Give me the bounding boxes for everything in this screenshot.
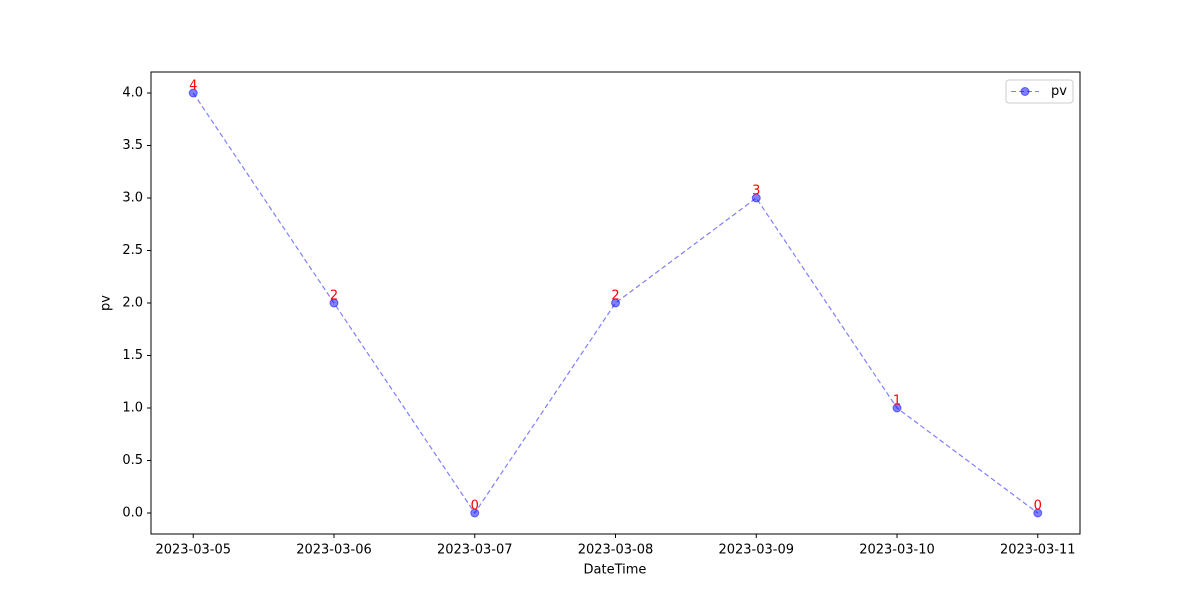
x-tick-label: 2023-03-11 [1000, 543, 1076, 558]
data-label: 2 [611, 289, 619, 304]
y-tick-label: 2.0 [122, 296, 143, 311]
data-point [1033, 508, 1043, 518]
data-point [892, 403, 902, 413]
y-tick-label: 3.0 [122, 191, 143, 206]
y-tick-label: 4.0 [122, 86, 143, 101]
x-axis-label: DateTime [584, 563, 647, 578]
y-axis-label: pv [99, 295, 114, 311]
legend-label: pv [1051, 84, 1067, 99]
y-tick-label: 2.5 [122, 243, 143, 258]
data-point [611, 298, 620, 308]
y-tick-label: 0.0 [122, 506, 143, 521]
data-label: 3 [752, 184, 760, 199]
x-tick-label: 2023-03-05 [155, 543, 231, 558]
data-label: 0 [471, 499, 479, 514]
x-tick-label: 2023-03-07 [437, 543, 513, 558]
x-tick-label: 2023-03-06 [296, 543, 372, 558]
data-point [329, 298, 339, 308]
data-label: 2 [330, 289, 338, 304]
y-tick-label: 0.5 [122, 453, 143, 468]
data-label: 4 [189, 79, 197, 94]
data-label: 0 [1034, 499, 1042, 514]
data-point [188, 88, 198, 98]
legend-box [1005, 79, 1074, 104]
data-point [470, 508, 480, 518]
x-tick-label: 2023-03-09 [718, 543, 794, 558]
legend-marker [1020, 87, 1030, 96]
y-tick-label: 1.5 [122, 348, 143, 363]
y-tick-label: 3.5 [122, 138, 143, 153]
data-label: 1 [893, 394, 901, 409]
y-tick-label: 1.0 [122, 401, 143, 416]
data-point [751, 193, 761, 203]
x-tick-label: 2023-03-10 [859, 543, 935, 558]
x-tick-label: 2023-03-08 [578, 543, 654, 558]
